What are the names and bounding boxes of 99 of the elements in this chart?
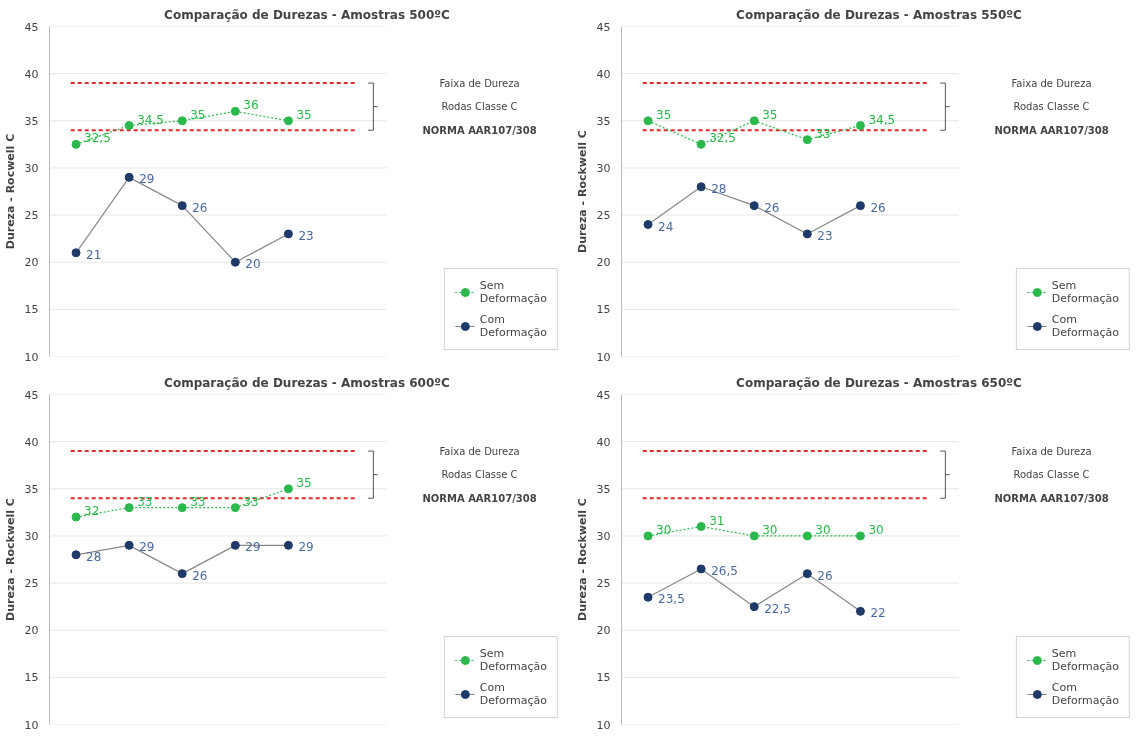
y-tick-label: 40 xyxy=(24,67,39,81)
text: Faixa de Dureza xyxy=(439,77,520,89)
y-tick-label: 20 xyxy=(596,256,611,270)
data-label: 33 xyxy=(243,494,259,509)
y-tick-label: 30 xyxy=(24,161,39,175)
data-label: 36 xyxy=(243,98,259,113)
y-tick-label: 15 xyxy=(24,303,39,317)
y-axis-title: Dureza - Rockwell C xyxy=(575,130,589,253)
data-label: 33 xyxy=(137,494,153,509)
data-label: 35 xyxy=(656,107,672,122)
data-label: 33 xyxy=(190,494,206,509)
text: Rodas Classe C xyxy=(441,101,518,113)
data-label: 35 xyxy=(762,107,778,122)
data-label: 32 xyxy=(84,504,100,519)
data-label: 22 xyxy=(870,606,886,621)
y-tick-label: 15 xyxy=(24,671,39,685)
y-tick-label: 45 xyxy=(24,20,39,34)
y-tick-label: 40 xyxy=(596,67,611,81)
y-axis-title: Dureza - Rocwell C xyxy=(3,133,17,250)
text: Rodas Classe C xyxy=(441,469,518,481)
text: NORMA AAR107/308 xyxy=(994,492,1109,504)
y-tick-label: 30 xyxy=(596,529,611,543)
y-tick-label: 35 xyxy=(596,482,611,496)
text: NORMA AAR107/308 xyxy=(994,124,1109,136)
text: Faixa de Dureza xyxy=(439,445,520,457)
y-tick-label: 35 xyxy=(24,482,39,496)
data-label: 26 xyxy=(764,200,780,215)
y-tick-label: 45 xyxy=(24,388,39,402)
y-tick-label: 45 xyxy=(596,20,611,34)
data-label: 22,5 xyxy=(764,601,791,616)
data-label: 35 xyxy=(296,107,312,122)
y-tick-label: 40 xyxy=(24,435,39,449)
y-tick-label: 25 xyxy=(24,577,39,591)
data-label: 29 xyxy=(139,540,155,555)
y-tick-label: 30 xyxy=(596,161,611,175)
legend-label: Sem Deformação xyxy=(1051,647,1119,673)
y-tick-label: 10 xyxy=(24,718,39,732)
text: NORMA AAR107/308 xyxy=(422,124,537,136)
data-label: 34,5 xyxy=(868,112,896,127)
data-label: 20 xyxy=(245,257,261,272)
y-axis-title: Dureza - Rockwell C xyxy=(575,498,589,621)
data-label: 30 xyxy=(868,522,884,537)
data-label: 32,5 xyxy=(84,131,111,146)
data-label: 35 xyxy=(296,475,312,490)
text: Rodas Classe C xyxy=(1013,469,1090,481)
data-label: 26,5 xyxy=(711,563,738,578)
chart-title: Comparação de Durezas - Amostras 600ºC xyxy=(164,375,451,390)
y-tick-label: 25 xyxy=(24,209,39,223)
y-tick-label: 35 xyxy=(24,114,39,128)
y-tick-label: 20 xyxy=(24,256,39,270)
y-tick-label: 10 xyxy=(596,350,611,364)
data-label: 29 xyxy=(139,172,155,187)
chart-title: Comparação de Durezas - Amostras 500ºC xyxy=(164,7,451,22)
text: Faixa de Dureza xyxy=(1011,77,1092,89)
data-label: 21 xyxy=(86,247,102,262)
data-label: 26 xyxy=(192,200,208,215)
y-tick-label: 15 xyxy=(596,303,611,317)
data-label: 26 xyxy=(870,200,886,215)
legend-label: Com Deformação xyxy=(1051,681,1119,707)
y-tick-label: 25 xyxy=(596,209,611,223)
y-tick-label: 35 xyxy=(596,114,611,128)
y-tick-label: 25 xyxy=(596,577,611,591)
data-label: 30 xyxy=(762,522,778,537)
y-tick-label: 45 xyxy=(596,388,611,402)
data-label: 33 xyxy=(815,126,831,141)
data-label: 26 xyxy=(817,568,833,583)
legend-label: Sem Deformação xyxy=(1051,279,1119,305)
data-label: 31 xyxy=(709,513,725,528)
data-label: 28 xyxy=(711,181,727,196)
legend-label: Sem Deformação xyxy=(479,647,547,673)
legend-label: Com Deformação xyxy=(479,681,547,707)
chart-title: Comparação de Durezas - Amostras 650ºC xyxy=(736,375,1023,390)
y-tick-label: 10 xyxy=(596,718,611,732)
data-label: 26 xyxy=(192,568,208,583)
data-label: 32,5 xyxy=(709,131,736,146)
data-label: 35 xyxy=(190,107,206,122)
data-label: 28 xyxy=(86,549,102,564)
text: Rodas Classe C xyxy=(1013,101,1090,113)
text: NORMA AAR107/308 xyxy=(422,492,537,504)
y-tick-label: 30 xyxy=(24,529,39,543)
data-label: 23 xyxy=(817,228,833,243)
legend-label: Sem Deformação xyxy=(479,279,547,305)
data-label: 23,5 xyxy=(658,592,685,607)
chart-title: Comparação de Durezas - Amostras 550ºC xyxy=(736,7,1023,22)
data-label: 29 xyxy=(298,540,314,555)
legend-label: Com Deformação xyxy=(479,313,547,339)
text: Faixa de Dureza xyxy=(1011,445,1092,457)
y-tick-label: 15 xyxy=(596,671,611,685)
legend-label: Com Deformação xyxy=(1051,313,1119,339)
y-tick-label: 40 xyxy=(596,435,611,449)
data-label: 30 xyxy=(815,522,831,537)
y-tick-label: 20 xyxy=(24,624,39,638)
y-axis-title: Dureza - Rockwell C xyxy=(3,498,17,621)
data-label: 24 xyxy=(658,219,674,234)
y-tick-label: 10 xyxy=(24,350,39,364)
data-label: 34,5 xyxy=(137,112,164,127)
y-tick-label: 20 xyxy=(596,624,611,638)
data-label: 23 xyxy=(298,228,314,243)
data-label: 30 xyxy=(656,522,672,537)
